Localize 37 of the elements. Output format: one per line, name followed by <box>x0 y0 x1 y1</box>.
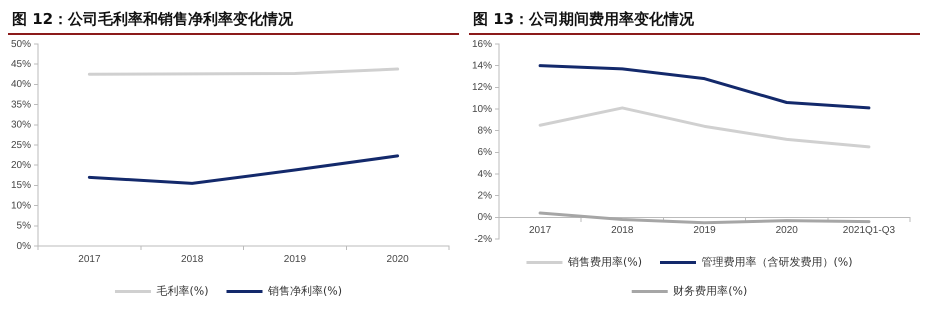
y-tick-label: 10% <box>11 200 32 212</box>
y-tick-label: -2% <box>474 234 492 245</box>
legend-label: 财务费用率(%) <box>673 284 748 298</box>
y-tick-label: 12% <box>472 82 492 94</box>
legend-label: 管理费用率（含研发费用）(%) <box>702 255 853 268</box>
y-tick-label: 15% <box>11 180 32 192</box>
x-tick-label: 2018 <box>611 225 634 236</box>
y-tick-label: 0% <box>478 212 492 224</box>
x-tick-label: 2020 <box>386 254 410 265</box>
y-tick-label: 5% <box>16 220 32 232</box>
y-tick-label: 4% <box>478 168 492 180</box>
chart-title: 图 12：公司毛利率和销售净利率变化情况 <box>8 8 459 35</box>
legend-label: 销售费用率(%) <box>566 255 642 268</box>
legend-label: 销售净利率(%) <box>267 284 342 298</box>
y-tick-label: 6% <box>478 147 492 158</box>
y-tick-label: 50% <box>11 38 32 50</box>
y-tick-label: 25% <box>11 140 32 151</box>
x-tick-label: 2018 <box>181 254 204 265</box>
y-tick-label: 45% <box>11 58 32 70</box>
x-tick-label: 2020 <box>776 225 798 236</box>
y-tick-label: 30% <box>11 120 32 131</box>
y-tick-label: 40% <box>11 79 32 90</box>
x-tick-label: 2019 <box>284 254 306 265</box>
y-tick-label: 16% <box>472 38 492 50</box>
x-tick-label: 2017 <box>78 254 101 265</box>
y-tick-label: 14% <box>472 60 492 72</box>
y-tick-label: 0% <box>16 240 32 252</box>
chart-title: 图 13：公司期间费用率变化情况 <box>469 8 920 35</box>
y-tick-label: 20% <box>11 160 32 171</box>
legend-label: 毛利率(%) <box>156 284 209 298</box>
y-tick-label: 2% <box>478 190 492 202</box>
x-tick-label: 2019 <box>693 225 716 236</box>
x-tick-label: 2021Q1-Q3 <box>842 225 896 236</box>
x-tick-label: 2017 <box>528 225 552 236</box>
y-tick-label: 35% <box>11 99 32 110</box>
y-tick-label: 8% <box>478 125 492 136</box>
y-tick-label: 10% <box>472 104 492 115</box>
